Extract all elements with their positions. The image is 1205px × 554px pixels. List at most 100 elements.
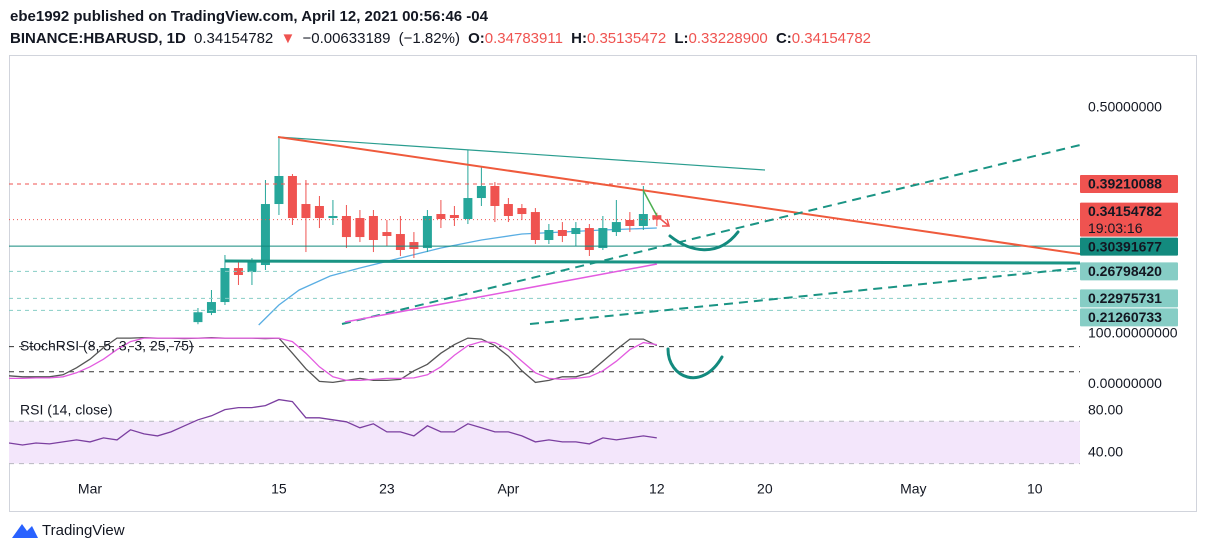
arrow (656, 215, 670, 227)
indicator-title: StochRSI (8, 5, 3, 3, 25, 75) (20, 338, 194, 354)
candle-body (449, 215, 459, 219)
symbol-line: BINANCE:HBARUSD, 1D 0.34154782 ▼ −0.0063… (10, 30, 871, 47)
high-label: H: (571, 30, 587, 47)
trend-line (277, 136, 766, 171)
x-tick-label: 20 (757, 481, 773, 497)
price-badge (1080, 289, 1178, 308)
price-badge (1080, 202, 1178, 237)
candle-body (287, 175, 297, 219)
x-tick-label: 10 (1027, 481, 1043, 497)
y-tick-label: 40.00 (1088, 444, 1123, 460)
series-line (9, 336, 658, 384)
indicator-title: RSI (14, close) (20, 402, 113, 418)
candle-body (220, 268, 230, 303)
open-value: 0.34783911 (485, 30, 563, 47)
y-tick-label: 100.00000000 (1088, 325, 1178, 341)
change: −0.00633189 (302, 30, 390, 47)
hand-drawn-curve (668, 230, 740, 252)
candle-body (598, 228, 608, 249)
band-fill (9, 421, 1080, 464)
channel-line (529, 267, 1080, 325)
trend-line (344, 263, 658, 323)
change-pct: (−1.82%) (399, 30, 460, 47)
price-badge-label: 0.30391677 (1088, 238, 1162, 254)
candle-body (247, 262, 257, 273)
arrow (642, 189, 658, 217)
y-tick-label: 0.00000000 (1088, 375, 1162, 391)
candle-body (530, 212, 540, 241)
candle-body (503, 204, 513, 216)
publisher: ebe1992 published on TradingView.com, Ap… (10, 8, 489, 25)
candle-body (233, 268, 243, 276)
y-tick-label: 0.50000000 (1088, 99, 1162, 115)
candle-body (584, 228, 594, 251)
last-price: 0.34154782 (194, 30, 273, 47)
price-badge (1080, 175, 1178, 194)
candle-body (368, 215, 378, 241)
candle-body (625, 220, 635, 226)
candle-body (193, 312, 203, 323)
symbol: BINANCE:HBARUSD, 1D (10, 30, 186, 47)
logo (12, 524, 38, 538)
hand-drawn-curve (666, 347, 724, 380)
price-badge (1080, 262, 1178, 281)
pane (9, 398, 1080, 465)
brand: TradingView (42, 522, 125, 539)
candle-body (463, 198, 473, 220)
candle-body (490, 185, 500, 206)
x-tick-label: 15 (271, 481, 287, 497)
support-line (224, 259, 1080, 265)
series-line (9, 398, 657, 446)
x-tick-label: 23 (379, 481, 395, 497)
footer: TradingView (12, 522, 125, 539)
low-value: 0.33228900 (689, 30, 768, 47)
candle-body (395, 234, 405, 251)
candle-body (314, 205, 324, 219)
pane (9, 336, 1080, 384)
channel-line (341, 144, 1080, 325)
series-line (258, 227, 657, 326)
drawings (224, 136, 1080, 325)
candle-body (517, 208, 527, 215)
candle-body (301, 204, 311, 219)
candle-body (652, 215, 662, 220)
candle-body (571, 228, 581, 235)
candle-body (422, 215, 432, 249)
x-tick-label: Apr (497, 481, 519, 497)
price-badge-label: 0.21260733 (1088, 309, 1162, 325)
candle-body (436, 214, 446, 220)
candle-body (355, 218, 365, 238)
candle-body (341, 215, 351, 238)
x-tick-label: 12 (649, 481, 665, 497)
low-label: L: (674, 30, 688, 47)
candle-body (260, 204, 270, 266)
candle-body (557, 230, 567, 236)
x-tick-label: Mar (78, 481, 102, 497)
price-badge-label: 0.34154782 (1088, 203, 1162, 219)
candle-body (382, 232, 392, 236)
close-value: 0.34154782 (792, 30, 871, 47)
price-badge (1080, 308, 1178, 327)
candle-body (476, 185, 486, 199)
trend-line (277, 136, 1080, 255)
high-value: 0.35135472 (587, 30, 666, 47)
candle-body (409, 242, 419, 250)
y-tick-label: 80.00 (1088, 401, 1123, 417)
candle-body (544, 230, 554, 241)
x-tick-label: May (900, 481, 926, 497)
close-label: C: (776, 30, 792, 47)
price-badge-label: 0.22975731 (1088, 290, 1162, 306)
series-line (9, 337, 657, 382)
candle-body (274, 175, 284, 205)
price-badge-label: 19:03:16 (1088, 220, 1143, 236)
pane (9, 138, 1080, 326)
candle-body (328, 215, 338, 219)
price-badge-label: 0.39210088 (1088, 176, 1162, 192)
price-badge (1080, 237, 1178, 256)
candle-body (611, 222, 621, 233)
open-label: O: (468, 30, 485, 47)
candle-body (638, 214, 648, 226)
candle-body (206, 302, 216, 313)
